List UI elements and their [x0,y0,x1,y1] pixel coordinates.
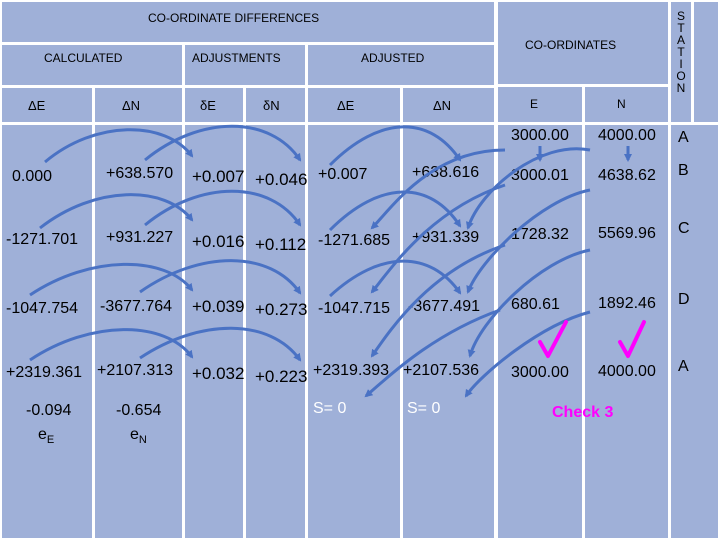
row-B-adjE: +0.007 [318,166,368,183]
station-letter: N [676,81,686,95]
col-dE-cell [2,88,92,122]
misclosure-N-label: eN [130,426,147,446]
col-dN-cell [95,88,182,122]
row-A-N: 4000.00 [598,363,656,380]
misclosure-N-label-main: e [130,426,139,443]
station-letter: I [679,57,683,71]
row-B-E: 3000.01 [511,167,569,184]
misclosure-E-label: eE [38,426,54,446]
body-dE-column [2,125,92,538]
sum-adjusted-E: S= 0 [313,400,347,417]
body-station-column [671,125,718,538]
misclosure-E-label-main: e [38,426,47,443]
row-D-N: 1892.46 [598,295,656,312]
col-header-corrN: δN [263,98,280,113]
row-C-dN: +931.227 [106,229,174,246]
check-label: Check 3 [552,404,614,421]
station-letter: S [676,9,685,23]
col-header-N: N [617,97,626,111]
row-D-E: 680.61 [511,296,560,313]
row-C-dE: -1271.701 [6,231,79,248]
col-header-E: E [530,97,539,111]
misclosure-N-label-sub: N [138,434,147,447]
row-A-dE: +2319.361 [6,364,83,381]
header-calculated: CALCULATED [44,51,123,65]
header-station-cell [671,2,691,122]
misclosure-N-value: -0.654 [116,402,162,419]
header-station-label: S T A T I O N [673,10,689,94]
col-header-dE: ΔE [28,98,46,113]
header-coordinate-differences: CO-ORDINATE DIFFERENCES [148,11,320,25]
station-letter: O [676,69,686,83]
header-coordinates-cell [498,2,668,84]
misclosure-E-label-sub: E [46,434,55,447]
row-D-dE: -1047.754 [6,300,79,317]
col-header-adjN: ΔN [433,98,452,113]
row-A-adjE: +2319.393 [313,362,390,379]
row-A-adjN: +2107.536 [403,362,480,379]
header-adjustments-cell [185,45,305,85]
row-C-N: 5569.96 [598,225,656,242]
row-C-E: 1728.32 [511,226,569,243]
col-header-adjE: ΔE [337,98,355,113]
header-calculated-cell [2,45,182,85]
header-adjustments: ADJUSTMENTS [192,51,281,65]
start-N: 4000.00 [598,127,656,144]
row-A-corrE: +0.032 [192,364,245,383]
col-header-dN: ΔN [122,98,141,113]
col-adjN-cell [403,88,494,122]
row-C-adjE: -1271.685 [318,232,391,249]
station-letter: T [677,21,685,35]
row-C-corrN: +0.112 [255,235,307,254]
row-D-dN: -3677.764 [100,298,173,315]
row-D-corrN: +0.273 [255,300,308,319]
row-B-dN: +638.570 [106,165,174,182]
row-A-dN: +2107.313 [97,362,174,379]
body-N-column [585,125,668,538]
col-header-corrE: δE [200,98,216,113]
col-N-cell [585,87,668,122]
start-E: 3000.00 [511,127,569,144]
header-coordinate-differences-cell [2,2,494,42]
body-adjE-column [308,125,400,538]
body-dN-column [95,125,182,538]
row-B-adjN: +638.616 [412,164,480,181]
header-right-edge-cell [694,2,718,122]
row-C-adjN: +931.339 [412,229,480,246]
station-letter: T [677,45,685,59]
body-E-column [498,125,582,538]
row-A-corrN: +0.223 [255,367,308,386]
row-B-dE: 0.000 [12,168,53,185]
row-C-station: C [678,220,690,237]
col-corrN-cell [246,88,305,122]
row-D-station: D [678,291,690,308]
row-B-corrN: +0.046 [255,170,308,189]
col-adjE-cell [308,88,400,122]
header-coordinates: CO-ORDINATES [525,38,617,52]
header-adjusted: ADJUSTED [361,51,425,65]
row-C-corrE: +0.016 [192,232,245,251]
sum-adjusted-N: S= 0 [407,400,441,417]
row-D-adjE: -1047.715 [318,300,391,317]
station-letter: A [676,33,685,47]
row-A-E: 3000.00 [511,364,569,381]
row-B-N: 4638.62 [598,167,656,184]
row-B-station: B [678,162,689,179]
row-D-corrE: +0.039 [192,297,245,316]
col-E-cell [498,87,582,122]
start-station: A [678,129,689,146]
row-D-adjN: -3677.491 [408,298,481,315]
row-B-corrE: +0.007 [192,167,245,186]
misclosure-E-value: -0.094 [26,402,72,419]
header-adjusted-cell [308,45,494,85]
col-corrE-cell [185,88,243,122]
body-adjN-column [403,125,494,538]
row-A-station: A [678,358,689,375]
